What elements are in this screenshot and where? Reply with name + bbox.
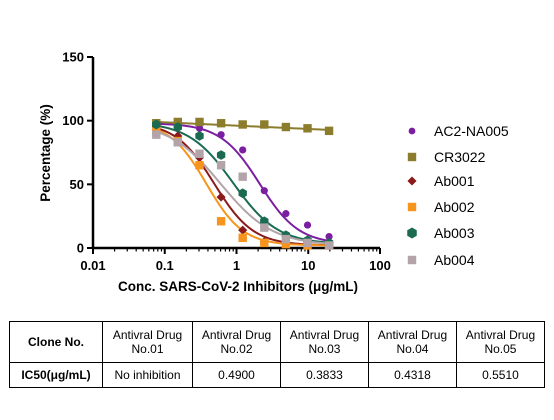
table-row-label: IC50(μg/mL) (9, 362, 103, 388)
legend-label: CR3022 (434, 149, 486, 165)
data-point (173, 117, 182, 127)
x-tick-label: 1 (233, 258, 240, 273)
table-header-cell: Antivral Drug No.01 (102, 321, 193, 363)
data-points (151, 117, 334, 251)
data-point (216, 150, 226, 160)
data-point (238, 188, 247, 199)
data-point (260, 187, 268, 195)
table-cell: 0.3833 (279, 362, 369, 388)
x-axis-label: Conc. SARS-CoV-2 Inhibitors (μg/mL) (118, 279, 358, 294)
data-point (324, 241, 334, 250)
fit-curve (155, 130, 330, 245)
chart-legend: AC2-NA005 CR3022 Ab001 Ab002 Ab003 Ab004 (407, 123, 509, 268)
legend-marker (407, 152, 417, 162)
x-tick-label: 0.1 (156, 258, 174, 273)
fit-curve (156, 122, 330, 242)
table-header-cell: Antivral Drug No.03 (279, 321, 369, 363)
data-point (238, 225, 248, 235)
data-point (216, 192, 226, 202)
data-point (303, 221, 312, 229)
table-header-cell: Clone No. (9, 321, 103, 363)
data-point (195, 161, 204, 170)
y-axis-label: Percentage (%) (38, 104, 53, 202)
legend-marker (407, 227, 417, 239)
chart-axes: 0 50 100 150 0.01 0.1 1 10 100 (62, 50, 391, 274)
ic50-table: Clone No. Antivral Drug No.01 Antivral D… (9, 321, 546, 388)
data-point (303, 238, 312, 248)
data-point (216, 161, 226, 170)
legend-marker (408, 127, 416, 135)
x-tick-label: 100 (369, 258, 391, 273)
data-point (195, 131, 204, 141)
table-header-cell: Antivral Drug No.05 (455, 321, 546, 363)
data-point (325, 232, 333, 241)
legend-marker (407, 176, 417, 186)
y-tick-label: 100 (62, 113, 84, 128)
table-cell: No inhibition (102, 362, 193, 388)
data-point (173, 122, 182, 132)
data-point (239, 146, 247, 154)
y-tick-label: 50 (70, 177, 84, 192)
data-point (282, 210, 290, 218)
table-cell: 0.4900 (192, 362, 281, 388)
table-row: IC50(μg/mL) No inhibition 0.4900 0.3833 … (9, 362, 546, 388)
data-point (216, 217, 226, 226)
data-point (260, 238, 269, 248)
legend-marker (407, 255, 417, 265)
legend-label: Ab004 (434, 252, 475, 268)
data-point (324, 126, 334, 136)
table-header-cell: Antivral Drug No.02 (192, 321, 281, 363)
x-tick-label: 10 (301, 258, 315, 273)
legend-label: Ab002 (434, 199, 475, 215)
data-point (238, 120, 247, 129)
data-point (238, 172, 247, 181)
data-point (238, 233, 247, 243)
data-point (281, 239, 291, 249)
table-cell: 0.4318 (367, 362, 457, 388)
data-point (195, 117, 204, 127)
table-header-cell: Antivral Drug No.04 (367, 321, 457, 363)
y-tick-label: 150 (62, 50, 84, 65)
table-cell: 0.5510 (455, 362, 546, 388)
data-point (152, 119, 161, 130)
data-point (152, 130, 161, 139)
data-point (260, 120, 269, 129)
data-point (260, 223, 269, 232)
data-point (281, 234, 291, 244)
y-tick-label: 0 (77, 241, 84, 256)
data-point (303, 124, 312, 133)
legend-marker (407, 202, 417, 212)
table-header-row: Clone No. Antivral Drug No.01 Antivral D… (9, 321, 546, 363)
data-point (216, 119, 226, 128)
x-tick-label: 0.01 (80, 258, 105, 273)
data-point (195, 124, 204, 132)
data-point (217, 131, 225, 139)
legend-label: Ab003 (434, 225, 475, 241)
legend-label: AC2-NA005 (434, 123, 509, 139)
data-point (195, 149, 204, 158)
legend-label: Ab001 (434, 173, 475, 189)
data-point (281, 122, 291, 132)
dose-response-chart: 0 50 100 150 0.01 0.1 1 10 100 AC2-NA005 CR3022 Ab… (38, 50, 509, 295)
data-point (173, 138, 182, 147)
